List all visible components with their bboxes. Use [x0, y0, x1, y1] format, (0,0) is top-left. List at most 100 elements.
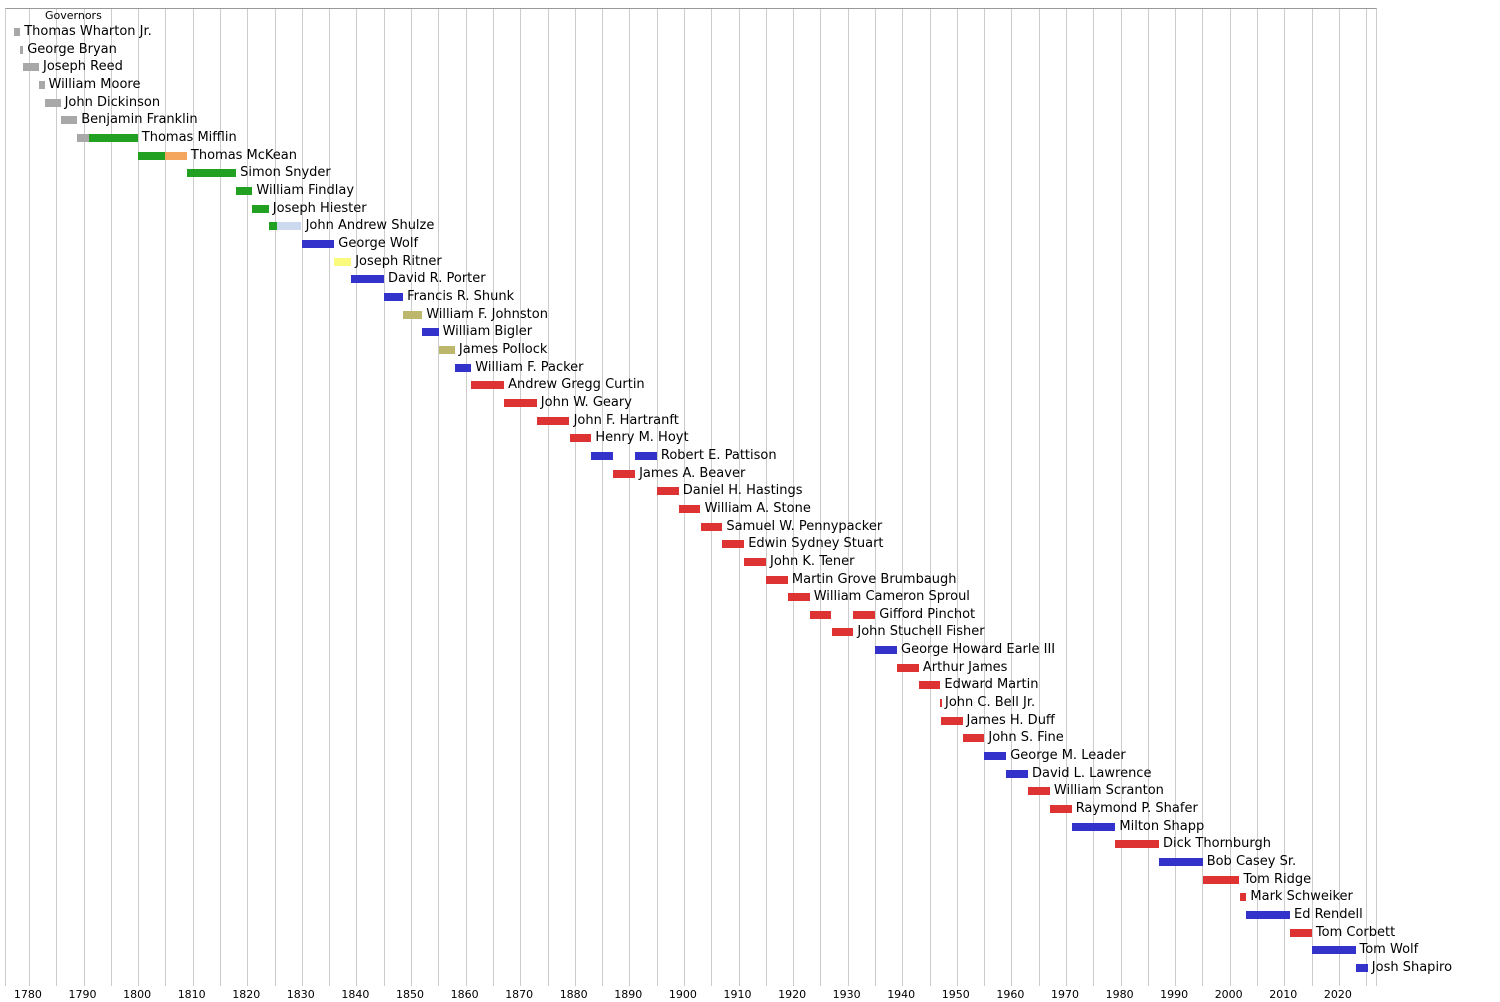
gridline — [465, 9, 467, 986]
governor-term-bar — [88, 134, 138, 142]
gridline — [1366, 9, 1368, 986]
gridline — [492, 9, 494, 986]
governor-name-label: John Dickinson — [64, 94, 161, 110]
governor-term-bar — [20, 45, 24, 54]
axis-tick-label: 1840 — [341, 988, 370, 1001]
governor-term-bar — [1159, 858, 1203, 866]
gridline — [411, 9, 412, 986]
gridline — [83, 9, 85, 986]
gridline — [28, 9, 30, 986]
governor-term-bar — [1028, 787, 1050, 796]
governor-name-label: John F. Hartranft — [573, 412, 679, 428]
gridline — [820, 9, 822, 986]
governor-term-bar — [1202, 875, 1240, 884]
governor-term-bar — [44, 98, 61, 107]
governor-name-label: Edwin Sydney Stuart — [748, 536, 884, 552]
governor-name-label: James A. Beaver — [639, 465, 746, 481]
governor-name-label: John W. Geary — [540, 394, 632, 410]
governor-term-bar — [656, 487, 679, 496]
governor-term-bar — [962, 734, 985, 743]
gridline — [656, 9, 658, 986]
governor-term-bar — [39, 81, 45, 89]
governor-term-bar — [438, 345, 455, 354]
axis-tick-label: 1960 — [996, 988, 1025, 1001]
governor-name-label: Simon Snyder — [240, 165, 331, 181]
governor-term-bar — [766, 575, 788, 584]
axis-tick-label: 1820 — [232, 988, 261, 1001]
gridline — [1147, 9, 1149, 986]
governor-term-bar — [77, 134, 89, 142]
governor-name-label: George Bryan — [27, 41, 117, 57]
axis-tick-label: 1930 — [832, 988, 861, 1001]
governor-term-bar — [1239, 893, 1247, 902]
governor-term-bar — [897, 663, 919, 672]
governor-name-label: Raymond P. Shafer — [1075, 801, 1198, 816]
gridline — [1311, 9, 1313, 986]
governor-term-bar — [351, 275, 384, 284]
governor-name-label: Thomas Wharton Jr. — [24, 24, 152, 39]
axis-tick-label: 1900 — [668, 988, 697, 1001]
governor-name-label: Joseph Ritner — [355, 253, 442, 269]
governor-name-label: William Findlay — [256, 182, 355, 198]
governor-name-label: Robert E. Pattison — [660, 447, 777, 463]
governor-name-label: Mark Schweiker — [1250, 889, 1353, 905]
governor-name-label: George Wolf — [338, 235, 419, 251]
gridline — [520, 9, 522, 986]
gridline — [1284, 9, 1286, 986]
governor-term-bar — [13, 28, 21, 36]
governor-name-label: John S. Fine — [988, 730, 1064, 746]
governor-term-bar — [591, 451, 614, 460]
gridline — [1093, 9, 1095, 986]
governor-name-label: Samuel W. Pennypacker — [726, 518, 883, 534]
governor-term-bar — [454, 363, 472, 372]
governor-term-bar — [787, 593, 810, 602]
gridline — [1338, 9, 1340, 986]
governor-name-label: William Cameron Sproul — [813, 589, 970, 605]
gridline — [738, 9, 740, 986]
axis-tick-label: 1940 — [887, 988, 916, 1001]
governor-name-label: Gifford Pinchot — [879, 606, 976, 622]
axis-tick-label: 1870 — [505, 988, 534, 1001]
governor-term-bar — [1049, 805, 1072, 813]
governor-term-bar — [23, 63, 39, 72]
gridline — [247, 9, 249, 986]
axis-tick-label: 1810 — [177, 988, 206, 1001]
governor-term-bar — [276, 222, 302, 231]
governor-name-label: Milton Shapp — [1119, 818, 1205, 834]
governor-name-label: William Bigler — [442, 324, 533, 340]
governor-term-bar — [422, 328, 439, 337]
governor-term-bar — [252, 204, 269, 213]
gridline — [1038, 9, 1040, 986]
gridline — [110, 9, 112, 986]
governor-term-bar — [744, 557, 766, 566]
gridline — [356, 9, 358, 986]
governor-name-label: John C. Bell Jr. — [945, 695, 1036, 711]
gridline — [56, 9, 58, 986]
governor-name-label: Joseph Hiester — [272, 200, 367, 216]
gridline — [929, 9, 931, 986]
gridline — [547, 9, 549, 986]
governor-term-bar — [941, 716, 963, 725]
gridline — [220, 9, 221, 986]
governor-name-label: James H. Duff — [966, 712, 1055, 728]
gridline — [847, 9, 849, 986]
governor-term-bar — [1246, 911, 1291, 919]
gridline — [1120, 9, 1122, 986]
chart-title: Governors — [45, 9, 102, 22]
governor-name-label: William F. Johnston — [426, 306, 548, 322]
gridline — [1257, 9, 1258, 986]
governor-name-label: Benjamin Franklin — [81, 112, 198, 128]
governor-name-label: Andrew Gregg Curtin — [508, 377, 645, 393]
governor-name-label: William F. Packer — [475, 359, 584, 375]
governor-name-label: Bob Casey Sr. — [1206, 854, 1297, 869]
governor-name-label: Dick Thornburgh — [1163, 836, 1272, 852]
governor-term-bar — [403, 310, 423, 319]
governor-name-label: Ed Rendell — [1294, 907, 1363, 922]
axis-tick-label: 1830 — [286, 988, 315, 1001]
governor-name-label: Joseph Reed — [43, 59, 123, 75]
axis-tick-label: 1910 — [723, 988, 752, 1001]
governor-term-bar — [137, 151, 166, 160]
governor-term-bar — [678, 504, 701, 513]
governor-name-label: Henry M. Hoyt — [595, 430, 689, 446]
governor-name-label: Tom Corbett — [1315, 924, 1396, 940]
